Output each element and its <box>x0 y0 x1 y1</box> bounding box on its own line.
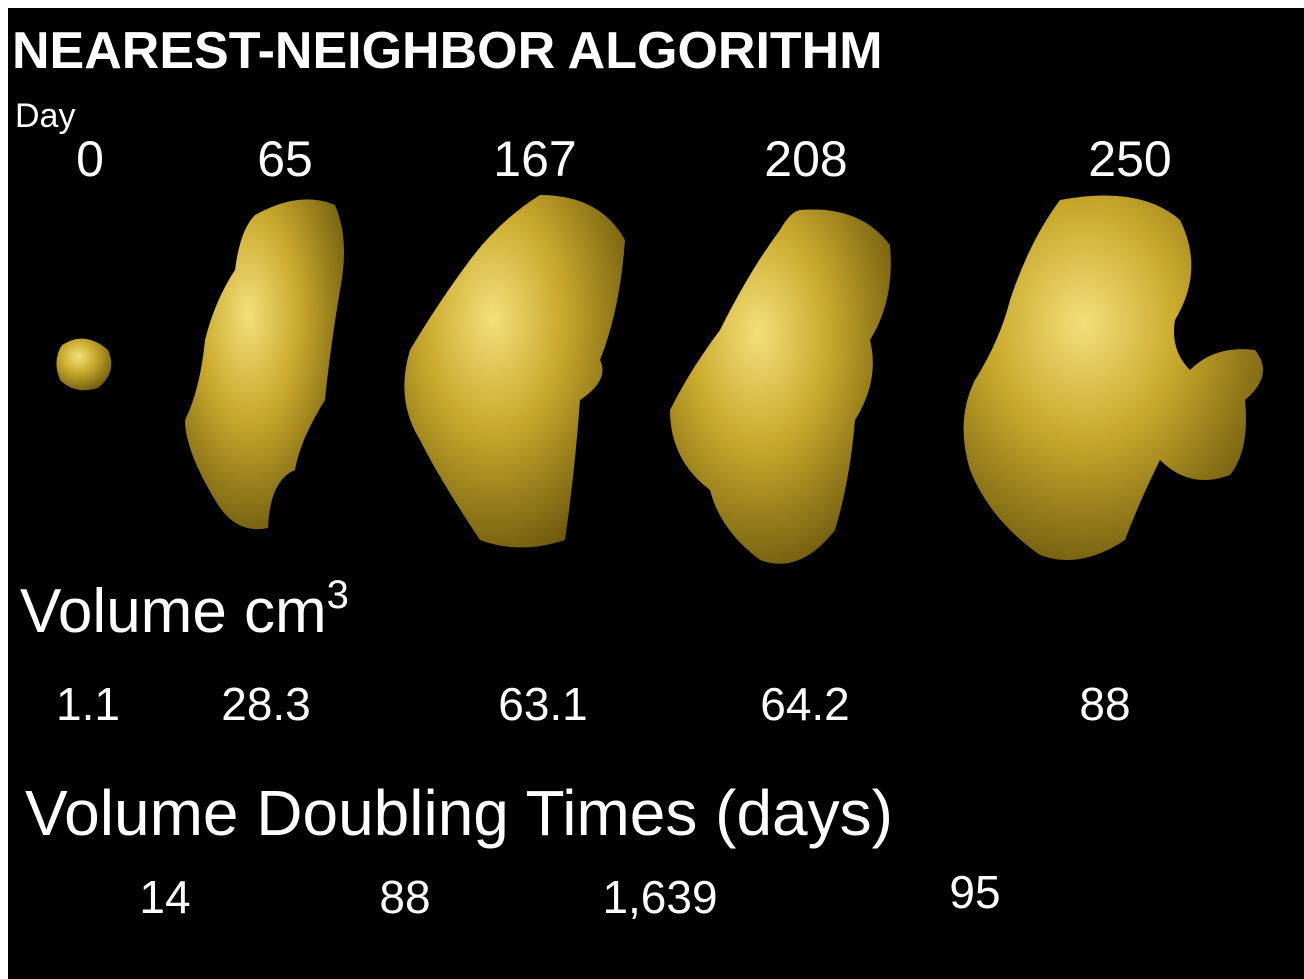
doubling-time: 1,639 <box>602 871 717 923</box>
volume: 28.3 <box>221 678 311 730</box>
page: NEAREST-NEIGHBOR ALGORITHM Day 0 65 167 … <box>0 0 1304 979</box>
doubling-time: 14 <box>139 871 190 923</box>
day: 208 <box>764 131 847 187</box>
doubling-label: Volume Doubling Times (days) <box>25 777 893 849</box>
title: NEAREST-NEIGHBOR ALGORITHM <box>12 22 883 80</box>
day: 250 <box>1088 131 1171 187</box>
volume: 64.2 <box>760 678 850 730</box>
volume-label: Volume cm3 <box>20 573 349 646</box>
day-label: Day <box>15 97 75 135</box>
tumor <box>56 339 111 391</box>
volume: 1.1 <box>56 678 120 730</box>
slide: NEAREST-NEIGHBOR ALGORITHM Day 0 65 167 … <box>0 0 1304 979</box>
day: 0 <box>76 131 104 187</box>
doubling-time: 95 <box>949 866 1000 918</box>
volume-label-superscript: 3 <box>327 573 349 617</box>
volume: 63.1 <box>498 678 588 730</box>
volume-label-text: Volume cm <box>20 577 327 646</box>
volume: 88 <box>1079 678 1130 730</box>
day: 65 <box>257 131 313 187</box>
doubling-time: 88 <box>379 871 430 923</box>
day: 167 <box>493 131 576 187</box>
